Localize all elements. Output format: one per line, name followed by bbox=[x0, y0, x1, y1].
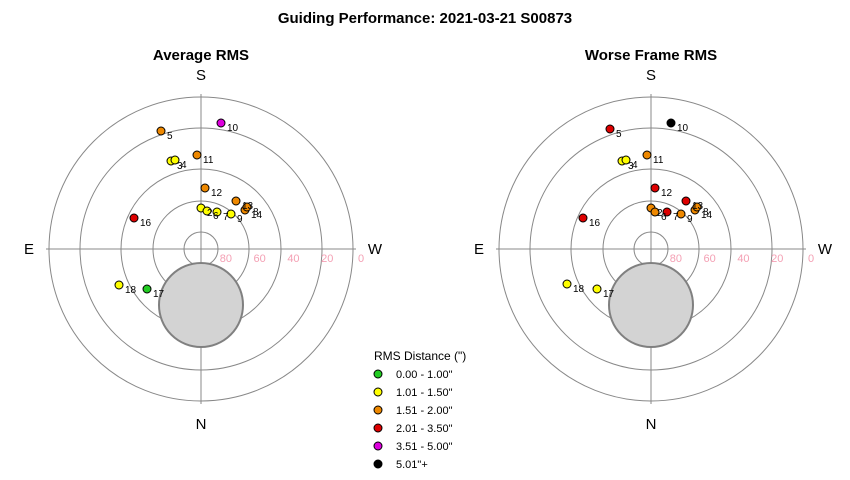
panel2-altitude-tick-20: 20 bbox=[771, 253, 783, 265]
panel2-obstruction-disc bbox=[608, 262, 694, 348]
panel1-altitude-tick-40: 40 bbox=[287, 253, 299, 265]
panel2-altitude-tick-0: 0 bbox=[808, 253, 814, 265]
panel1-point-17 bbox=[142, 284, 152, 294]
panel2-direction-left: E bbox=[474, 241, 484, 258]
legend-marker-red bbox=[373, 423, 383, 433]
panel1-point-7 bbox=[212, 207, 222, 217]
panel1-point-6 bbox=[202, 206, 212, 216]
panel2-point-label-12: 12 bbox=[661, 188, 673, 199]
panel2-point-label-16: 16 bbox=[589, 218, 601, 229]
panel1-point-11 bbox=[192, 150, 202, 160]
panel2-point-17 bbox=[592, 284, 602, 294]
panel2-point-label-7: 7 bbox=[673, 212, 679, 223]
panel1-direction-left: E bbox=[24, 241, 34, 258]
panel2-point-label-2: 2 bbox=[657, 208, 663, 219]
legend-label-yellow: 1.01 - 1.50" bbox=[396, 387, 453, 399]
panel2-point-11 bbox=[642, 150, 652, 160]
panel1-point-label-18: 18 bbox=[125, 285, 137, 296]
panel1-point-label-2: 2 bbox=[207, 208, 213, 219]
panel2-point-7 bbox=[662, 207, 672, 217]
panel2-direction-bottom: N bbox=[646, 416, 657, 433]
panel1-point-label-17: 17 bbox=[153, 289, 165, 300]
panel1-point-label-12: 12 bbox=[211, 188, 223, 199]
panel2-point-label-6: 6 bbox=[661, 212, 667, 223]
panel2-point-6 bbox=[650, 207, 660, 217]
panel2-point-13 bbox=[681, 196, 691, 206]
legend-label-red: 2.01 - 3.50" bbox=[396, 423, 453, 435]
panel1-point-12 bbox=[200, 183, 210, 193]
panel1-point-label-9: 9 bbox=[237, 214, 243, 225]
panel2-subtitle: Worse Frame RMS bbox=[585, 47, 717, 64]
panel1-point-9 bbox=[226, 209, 236, 219]
panel2-point-label-8: 8 bbox=[703, 207, 709, 218]
panel1-point-label-8: 8 bbox=[253, 207, 259, 218]
panel1-point-label-6: 6 bbox=[213, 211, 219, 222]
panel1-point-label-7: 7 bbox=[223, 212, 229, 223]
panel1-altitude-tick-20: 20 bbox=[321, 253, 333, 265]
panel1-point-4 bbox=[170, 155, 180, 165]
panel2-point-label-14: 14 bbox=[701, 210, 713, 221]
panel1-point-13 bbox=[231, 196, 241, 206]
panel1-point-label-3: 3 bbox=[177, 161, 183, 172]
panel1-point-18 bbox=[114, 280, 124, 290]
legend-marker-black bbox=[373, 459, 383, 469]
panel1-point-label-14: 14 bbox=[251, 210, 263, 221]
panel2-point-10 bbox=[666, 118, 676, 128]
panel1-altitude-tick-80: 80 bbox=[220, 253, 232, 265]
panel1-altitude-tick-0: 0 bbox=[358, 253, 364, 265]
panel1-altitude-tick-60: 60 bbox=[254, 253, 266, 265]
legend-label-green: 0.00 - 1.00" bbox=[396, 369, 453, 381]
legend-label-magenta: 3.51 - 5.00" bbox=[396, 441, 453, 453]
panel2-point-18 bbox=[562, 279, 572, 289]
panel2-point-5 bbox=[605, 124, 615, 134]
panel1-point-label-11: 11 bbox=[203, 155, 214, 166]
panel2-altitude-tick-80: 80 bbox=[670, 253, 682, 265]
panel1-direction-bottom: N bbox=[196, 416, 207, 433]
legend-marker-yellow bbox=[373, 387, 383, 397]
panel1-direction-top: S bbox=[196, 67, 206, 84]
panel2-point-label-17: 17 bbox=[603, 289, 615, 300]
panel2-point-label-13: 13 bbox=[692, 201, 704, 212]
panel2-point-8 bbox=[692, 202, 702, 212]
panel2-altitude-tick-40: 40 bbox=[737, 253, 749, 265]
panel1-point-label-13: 13 bbox=[242, 201, 254, 212]
legend-title: RMS Distance (") bbox=[374, 349, 466, 363]
panel1-point-5 bbox=[156, 126, 166, 136]
panel2-point-12 bbox=[650, 183, 660, 193]
panel2-point-label-11: 11 bbox=[653, 155, 664, 166]
panel2-direction-top: S bbox=[646, 67, 656, 84]
legend-label-black: 5.01"+ bbox=[396, 459, 428, 471]
panel2-point-label-3: 3 bbox=[628, 161, 634, 172]
legend-marker-magenta bbox=[373, 441, 383, 451]
panel2-point-label-9: 9 bbox=[687, 214, 693, 225]
panel1-point-label-5: 5 bbox=[167, 131, 173, 142]
panel1-point-label-10: 10 bbox=[227, 123, 239, 134]
legend-marker-green bbox=[373, 369, 383, 379]
panel1-point-10 bbox=[216, 118, 226, 128]
panel2-direction-right: W bbox=[818, 241, 833, 258]
panel1-point-label-4: 4 bbox=[181, 160, 187, 171]
panel1-point-8 bbox=[242, 202, 252, 212]
panel2-point-label-18: 18 bbox=[573, 284, 585, 295]
panel2-point-9 bbox=[676, 209, 686, 219]
panel1-obstruction-disc bbox=[158, 262, 244, 348]
chart-title: Guiding Performance: 2021-03-21 S00873 bbox=[278, 10, 572, 27]
panel1-subtitle: Average RMS bbox=[153, 47, 249, 64]
panel1-point-label-16: 16 bbox=[140, 218, 152, 229]
legend-label-orange: 1.51 - 2.00" bbox=[396, 405, 453, 417]
panel2-point-label-4: 4 bbox=[632, 160, 638, 171]
panel2-point-4 bbox=[621, 155, 631, 165]
panel2-point-label-10: 10 bbox=[677, 123, 689, 134]
panel2-point-16 bbox=[578, 213, 588, 223]
panel2-point-label-5: 5 bbox=[616, 129, 622, 140]
legend-marker-orange bbox=[373, 405, 383, 415]
panel1-direction-right: W bbox=[368, 241, 383, 258]
panel2-altitude-tick-60: 60 bbox=[704, 253, 716, 265]
panel1-point-16 bbox=[129, 213, 139, 223]
